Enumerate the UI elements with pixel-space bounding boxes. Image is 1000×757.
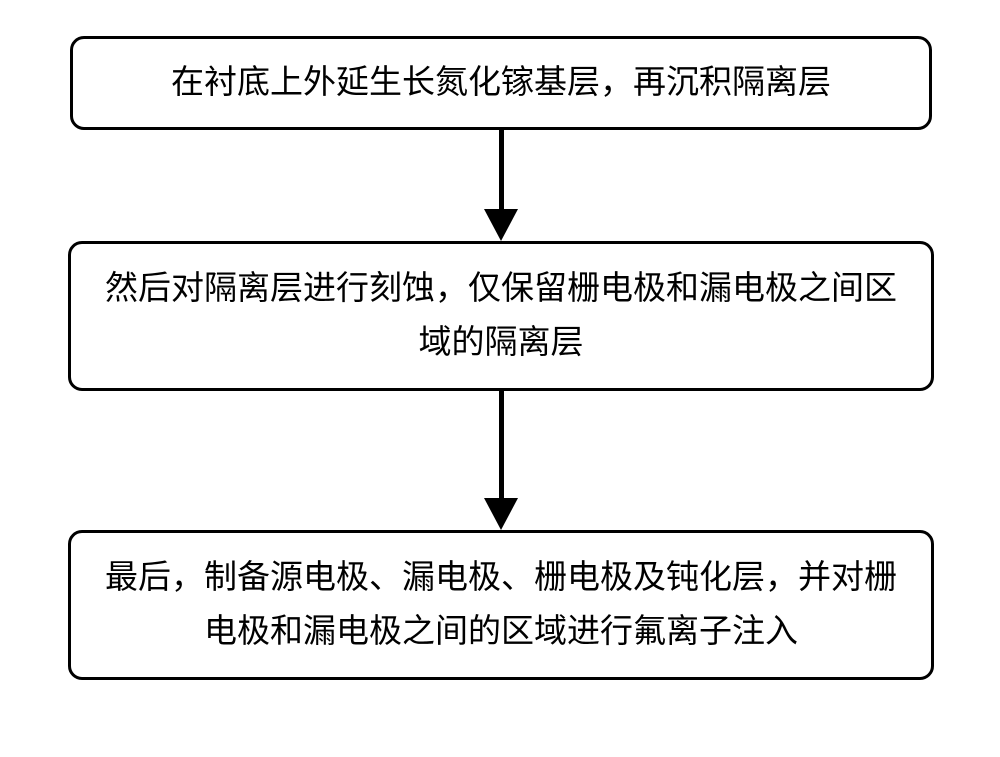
flow-step-1-text: 在衬底上外延生长氮化镓基层，再沉积隔离层	[151, 56, 851, 110]
arrow-1-container	[66, 130, 936, 241]
flowchart-container: 在衬底上外延生长氮化镓基层，再沉积隔离层 然后对隔离层进行刻蚀，仅保留栅电极和漏…	[66, 36, 936, 680]
arrow-down-icon	[484, 130, 518, 241]
flow-step-2-text: 然后对隔离层进行刻蚀，仅保留栅电极和漏电极之间区域的隔离层	[71, 262, 931, 371]
arrow-2-container	[66, 391, 936, 530]
flow-step-2: 然后对隔离层进行刻蚀，仅保留栅电极和漏电极之间区域的隔离层	[68, 241, 934, 391]
arrow-down-icon	[484, 391, 518, 530]
flow-step-3: 最后，制备源电极、漏电极、栅电极及钝化层，并对栅电极和漏电极之间的区域进行氟离子…	[68, 530, 934, 680]
flow-step-3-text: 最后，制备源电极、漏电极、栅电极及钝化层，并对栅电极和漏电极之间的区域进行氟离子…	[71, 551, 931, 660]
flow-step-1: 在衬底上外延生长氮化镓基层，再沉积隔离层	[70, 36, 932, 130]
